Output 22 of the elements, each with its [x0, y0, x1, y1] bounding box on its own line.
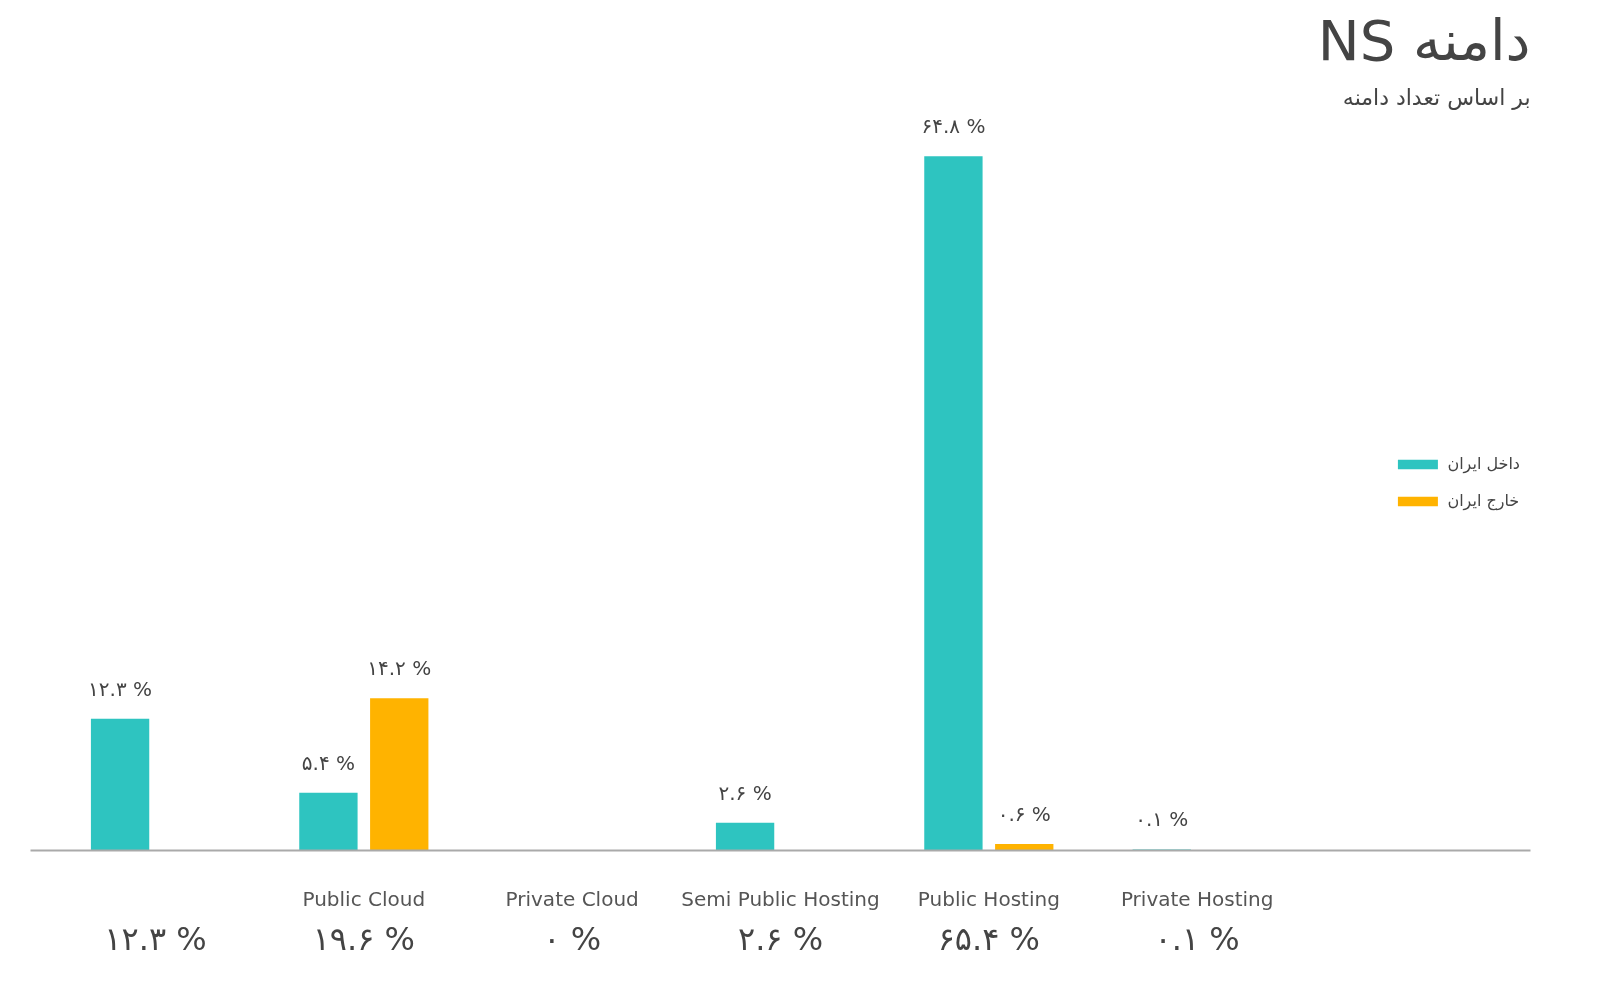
total-label: ۲.۶ % — [737, 919, 824, 958]
x-tick-label: Private Hosting — [1120, 886, 1274, 911]
text: بر اساس تعداد دامنه — [1342, 84, 1531, 111]
total-label: ۱۹.۶ % — [312, 919, 415, 958]
x-tick-label: Public Cloud — [302, 886, 426, 911]
legend-label: داخل ایران — [1447, 454, 1520, 473]
x-tick-label: Public Hosting — [917, 886, 1060, 911]
x-tick-label: Private Cloud — [505, 886, 639, 911]
data-label: ۶۴.۸ % — [921, 114, 986, 139]
data-label: ۰.۶ % — [997, 802, 1051, 827]
total-label: ۰.۱ % — [1154, 919, 1240, 958]
text: ۰ % — [543, 919, 602, 958]
text: NS دامنه — [1317, 7, 1531, 73]
data-label: ۱۴.۲ % — [367, 656, 432, 681]
x-tick-label: Semi Public Hosting — [681, 886, 880, 911]
data-label: ۰.۱ % — [1135, 807, 1189, 832]
data-label: ۲.۶ % — [718, 780, 772, 805]
data-label: ۵.۴ % — [301, 750, 356, 775]
legend-label: خارج ایران — [1447, 491, 1520, 510]
total-label: ۶۵.۴ % — [937, 919, 1040, 958]
data-label: ۱۲.۳ % — [88, 676, 153, 701]
total-label: ۱۲.۳ % — [104, 919, 207, 958]
